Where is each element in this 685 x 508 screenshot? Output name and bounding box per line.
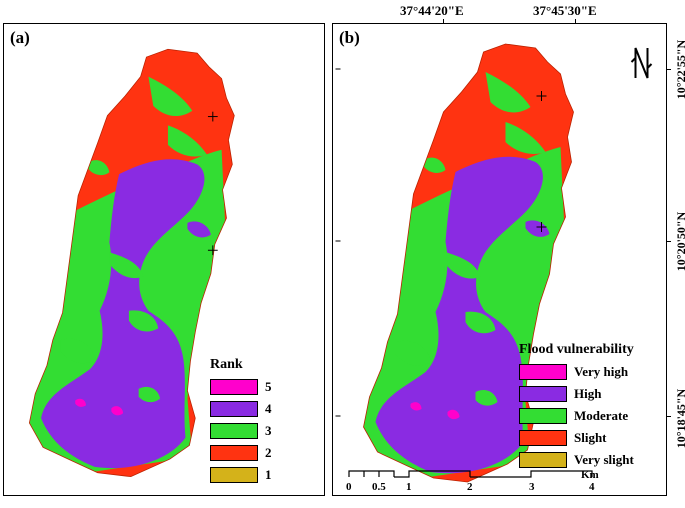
latitude-label: 10°22'55"N — [673, 39, 685, 100]
legend-item: 1 — [210, 464, 272, 486]
legend-swatch — [519, 364, 567, 380]
scale-unit: Km — [581, 469, 599, 481]
rank-legend: Rank 5 4 3 2 1 — [210, 357, 272, 486]
scale-label: 2 — [467, 481, 473, 493]
legend-item: Moderate — [519, 405, 634, 427]
panel-label-b: (b) — [339, 28, 360, 47]
legend-swatch — [210, 379, 258, 395]
legend-item: 2 — [210, 442, 272, 464]
scale-bar-graphic — [348, 470, 593, 478]
rank-map — [4, 24, 325, 496]
legend-label: 3 — [265, 423, 272, 438]
legend-label: Very slight — [574, 452, 634, 467]
longitude-label: 37°45'30"E — [533, 3, 597, 18]
legend-label: 4 — [265, 401, 272, 416]
scale-label: 0 — [346, 481, 352, 493]
legend-swatch — [210, 445, 258, 461]
legend-item: Very high — [519, 361, 634, 383]
longitude-label: 37°44'20"E — [400, 3, 464, 18]
legend-item: Slight — [519, 427, 634, 449]
scale-label: 4 — [589, 481, 595, 493]
scale-label: 1 — [406, 481, 412, 493]
tick-marks-left — [335, 68, 341, 417]
panel-label-a: (a) — [10, 28, 30, 47]
flood-vulnerability-legend: Flood vulnerability Very high High Moder… — [519, 342, 634, 471]
legend-title: Rank — [210, 357, 243, 372]
legend-label: 1 — [265, 467, 272, 482]
legend-swatch — [210, 401, 258, 417]
scale-label: 3 — [529, 481, 535, 493]
grid-cross-marks — [536, 91, 547, 232]
map-panel-b: (b) Flood vulnerability Very high High M… — [332, 23, 667, 496]
legend-item: 3 — [210, 420, 272, 442]
legend-swatch — [519, 408, 567, 424]
scale-label: 0.5 — [372, 481, 386, 493]
map-panel-a: (a) Rank 5 4 3 2 1 — [3, 23, 325, 496]
legend-label: High — [574, 386, 602, 401]
latitude-label: 10°18'45"N — [673, 388, 685, 449]
longitude-tick — [575, 19, 576, 24]
legend-swatch — [519, 386, 567, 402]
legend-item: High — [519, 383, 634, 405]
legend-item: 4 — [210, 398, 272, 420]
legend-swatch — [519, 452, 567, 468]
legend-label: 2 — [265, 445, 272, 460]
north-arrow-icon — [630, 47, 653, 79]
longitude-tick — [443, 19, 444, 24]
latitude-tick — [666, 416, 671, 417]
flood-vulnerability-map — [333, 24, 667, 496]
legend-swatch — [210, 423, 258, 439]
legend-item: Very slight — [519, 449, 634, 471]
legend-label: Very high — [574, 364, 629, 379]
legend-label: Slight — [574, 430, 607, 445]
latitude-label: 10°20'50"N — [673, 211, 685, 272]
grid-cross-marks — [207, 111, 218, 256]
latitude-tick — [666, 241, 671, 242]
legend-label: Moderate — [574, 408, 629, 423]
legend-title: Flood vulnerability — [519, 342, 634, 357]
legend-swatch — [519, 430, 567, 446]
latitude-tick — [666, 69, 671, 70]
legend-item: 5 — [210, 376, 272, 398]
legend-label: 5 — [265, 379, 272, 394]
legend-swatch — [210, 467, 258, 483]
